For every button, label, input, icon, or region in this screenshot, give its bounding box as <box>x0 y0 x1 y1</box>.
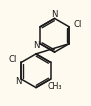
Text: Cl: Cl <box>74 20 82 29</box>
Text: Cl: Cl <box>8 55 17 64</box>
Text: N: N <box>15 77 21 86</box>
Text: N: N <box>34 41 40 50</box>
Text: N: N <box>51 10 58 19</box>
Text: CH₃: CH₃ <box>48 82 62 91</box>
